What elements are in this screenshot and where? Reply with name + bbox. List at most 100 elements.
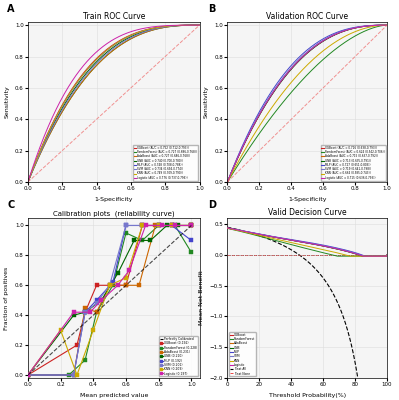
Line: AdaBoost: AdaBoost	[227, 228, 387, 256]
RandomForest (0.228)	[140, 238, 145, 243]
GNB	[301, 240, 306, 245]
KNN	[356, 254, 361, 258]
RandomForest	[225, 226, 230, 231]
Legend: Perfectly Calibrated, XGBoost (0.192), RandomForest (0.228), AdaBoost (0.231), G: Perfectly Calibrated, XGBoost (0.192), R…	[159, 336, 198, 376]
AdaBoost (0.231)	[124, 283, 128, 288]
SVM	[311, 242, 316, 246]
Logistic	[225, 226, 230, 230]
KNN	[381, 254, 386, 258]
MLP	[225, 226, 230, 230]
Line: RandomForest: RandomForest	[227, 228, 387, 256]
Text: D: D	[208, 200, 216, 210]
XGBoost	[381, 254, 386, 258]
XGBoost (0.192)	[26, 373, 30, 378]
Line: GNB (0.210): GNB (0.210)	[26, 224, 193, 377]
XGBoost (0.192)	[169, 223, 174, 228]
MLP	[356, 251, 361, 256]
XGBoost (0.192)	[75, 343, 79, 348]
RandomForest (0.228)	[94, 310, 99, 315]
GNB	[385, 252, 389, 257]
XGBoost	[302, 240, 306, 245]
KNN	[302, 243, 306, 248]
KNN	[348, 254, 352, 258]
Treat None	[356, 252, 361, 257]
XGBoost (0.192)	[83, 310, 87, 315]
Logistic (0.197)	[160, 223, 164, 228]
RandomForest	[301, 245, 306, 250]
Logistic (0.197)	[71, 310, 76, 315]
Treat All	[311, 265, 316, 270]
Line: Logistic (0.197): Logistic (0.197)	[26, 224, 193, 377]
MLP	[381, 254, 386, 258]
XGBoost	[385, 252, 389, 257]
SVM (0.201)	[169, 223, 174, 228]
Treat All	[302, 256, 306, 261]
Treat None	[225, 252, 230, 257]
AdaBoost	[356, 252, 361, 257]
GNB (0.210)	[132, 238, 136, 243]
AdaBoost (0.231)	[189, 223, 194, 228]
XGBoost (0.192)	[107, 283, 112, 288]
XGBoost	[225, 226, 230, 230]
Legend: XGBoost (AUC = 0.752 (0.712-0.793)), RandomForest (AUC = 0.727 (0.686-0.768)), A: XGBoost (AUC = 0.752 (0.712-0.793)), Ran…	[133, 145, 198, 181]
KNN	[320, 247, 325, 252]
Y-axis label: Mean Net Benefit: Mean Net Benefit	[200, 271, 204, 325]
KNN (0.209)	[58, 328, 63, 332]
XGBoost	[356, 252, 361, 257]
MLP (0.192)	[140, 223, 145, 228]
RandomForest	[320, 250, 325, 255]
MLP	[302, 239, 306, 244]
AdaBoost (0.231)	[94, 310, 99, 315]
Logistic (0.197)	[115, 283, 120, 288]
MLP	[301, 239, 306, 244]
MLP (0.192)	[71, 373, 76, 378]
XGBoost	[311, 242, 316, 246]
Treat All	[225, 225, 230, 230]
XGBoost	[320, 243, 325, 248]
SVM	[225, 226, 230, 230]
RandomForest	[335, 254, 340, 258]
RandomForest (0.228)	[156, 223, 161, 228]
XGBoost	[361, 254, 365, 258]
KNN (0.209)	[26, 373, 30, 378]
Line: SVM (0.201): SVM (0.201)	[26, 224, 193, 377]
XGBoost (0.192)	[94, 283, 99, 288]
Logistic	[381, 254, 386, 258]
RandomForest (0.228)	[111, 283, 115, 288]
KNN (0.209)	[124, 276, 128, 280]
SVM	[381, 254, 386, 258]
X-axis label: 1-Specificity: 1-Specificity	[95, 197, 133, 202]
Legend: XGBoost, RandomForest, AdaBoost, GNB, MLP, SVM, KNN, Logistic, Treat All, Treat : XGBoost, RandomForest, AdaBoost, GNB, ML…	[229, 332, 256, 376]
MLP	[320, 242, 325, 247]
Logistic	[320, 243, 325, 248]
Logistic (0.197)	[99, 298, 104, 303]
GNB	[381, 254, 386, 258]
KNN (0.209)	[107, 283, 112, 288]
Line: GNB: GNB	[227, 228, 387, 256]
XGBoost (0.192)	[189, 223, 194, 228]
RandomForest (0.228)	[189, 250, 194, 255]
RandomForest (0.228)	[173, 223, 178, 228]
AdaBoost	[320, 243, 325, 248]
Line: MLP (0.192): MLP (0.192)	[26, 224, 193, 377]
KNN (0.209)	[75, 373, 79, 378]
RandomForest (0.228)	[26, 373, 30, 378]
RandomForest	[302, 246, 306, 250]
RandomForest	[356, 254, 361, 258]
Title: Valid Decision Curve: Valid Decision Curve	[268, 208, 347, 217]
Title: Train ROC Curve: Train ROC Curve	[83, 12, 145, 21]
RandomForest	[385, 252, 389, 257]
GNB	[311, 242, 316, 247]
Logistic (0.197)	[173, 223, 178, 228]
KNN	[311, 245, 316, 250]
RandomForest (0.228)	[83, 358, 87, 362]
SVM (0.201)	[124, 223, 128, 228]
MLP	[311, 241, 316, 246]
MLP (0.192)	[83, 310, 87, 315]
Logistic (0.197)	[127, 268, 132, 273]
KNN (0.209)	[140, 223, 145, 228]
GNB (0.210)	[71, 313, 76, 318]
GNB (0.210)	[26, 373, 30, 378]
AdaBoost (0.231)	[107, 283, 112, 288]
Logistic (0.197)	[143, 223, 148, 228]
